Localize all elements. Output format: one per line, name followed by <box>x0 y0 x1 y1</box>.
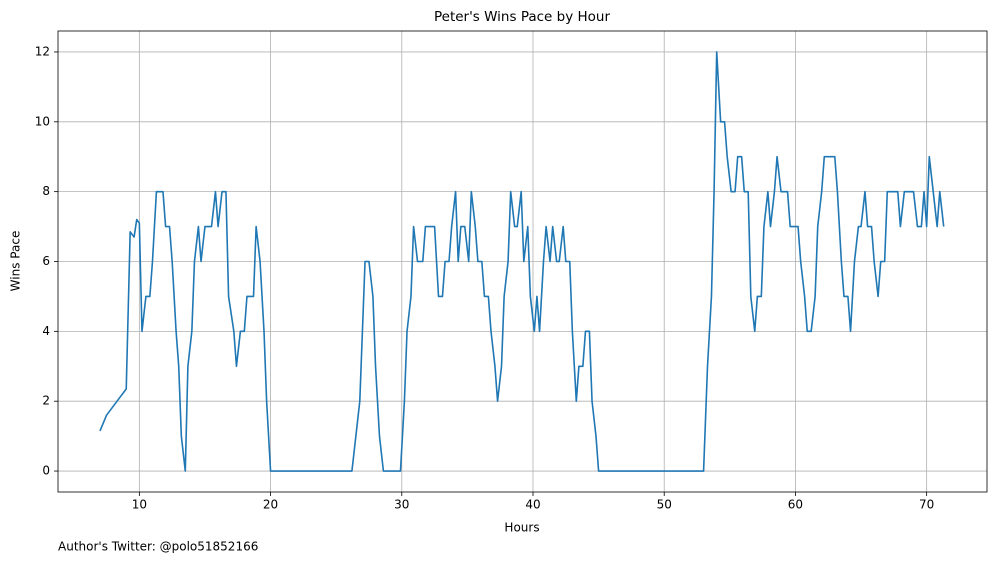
y-tick-label: 8 <box>42 184 50 198</box>
chart-title: Peter's Wins Pace by Hour <box>434 9 610 25</box>
x-tick-label: 30 <box>394 498 409 512</box>
y-tick-label: 6 <box>42 254 50 268</box>
x-tick-label: 10 <box>132 498 147 512</box>
x-axis-label: Hours <box>504 521 539 535</box>
x-tick-label: 40 <box>525 498 540 512</box>
x-tick-label: 60 <box>788 498 803 512</box>
y-axis-label: Wins Pace <box>9 231 23 292</box>
y-tick-label: 0 <box>42 464 50 478</box>
x-tick-label: 20 <box>263 498 278 512</box>
x-tick-label: 50 <box>657 498 672 512</box>
y-tick-label: 10 <box>35 114 50 128</box>
y-tick-label: 4 <box>42 324 50 338</box>
x-tick-label: 70 <box>919 498 934 512</box>
plot-frame <box>57 30 988 493</box>
data-line <box>99 51 945 472</box>
y-tick-label: 2 <box>42 394 50 408</box>
y-tick-label: 12 <box>35 44 50 58</box>
footnote: Author's Twitter: @polo51852166 <box>58 540 258 554</box>
